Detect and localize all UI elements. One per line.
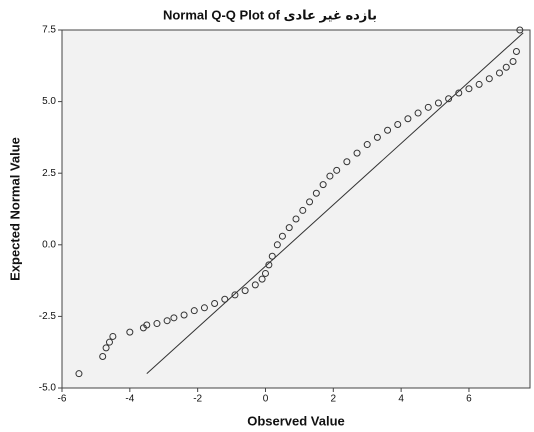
y-axis-label: Expected Normal Value: [7, 137, 22, 281]
x-tick-label: 0: [263, 394, 269, 405]
x-tick-label: 4: [398, 394, 404, 405]
x-tick-label: -2: [193, 394, 202, 405]
y-tick-label: 0.0: [42, 239, 56, 250]
y-tick-label: -5.0: [39, 383, 57, 394]
x-tick-label: -6: [58, 394, 67, 405]
x-axis-label: Observed Value: [247, 413, 345, 428]
chart: Normal Q-Q Plot of بازده غیر عادی Observ…: [0, 0, 534, 432]
y-tick-label: 5.0: [42, 96, 56, 107]
y-tick-label: 2.5: [42, 168, 56, 179]
x-tick-label: 2: [331, 394, 337, 405]
x-tick-label: 6: [466, 394, 472, 405]
y-tick-label: -2.5: [39, 311, 57, 322]
x-tick-label: -4: [125, 394, 134, 405]
y-tick-label: 7.5: [42, 25, 56, 36]
chart-title: Normal Q-Q Plot of بازده غیر عادی: [163, 7, 377, 22]
